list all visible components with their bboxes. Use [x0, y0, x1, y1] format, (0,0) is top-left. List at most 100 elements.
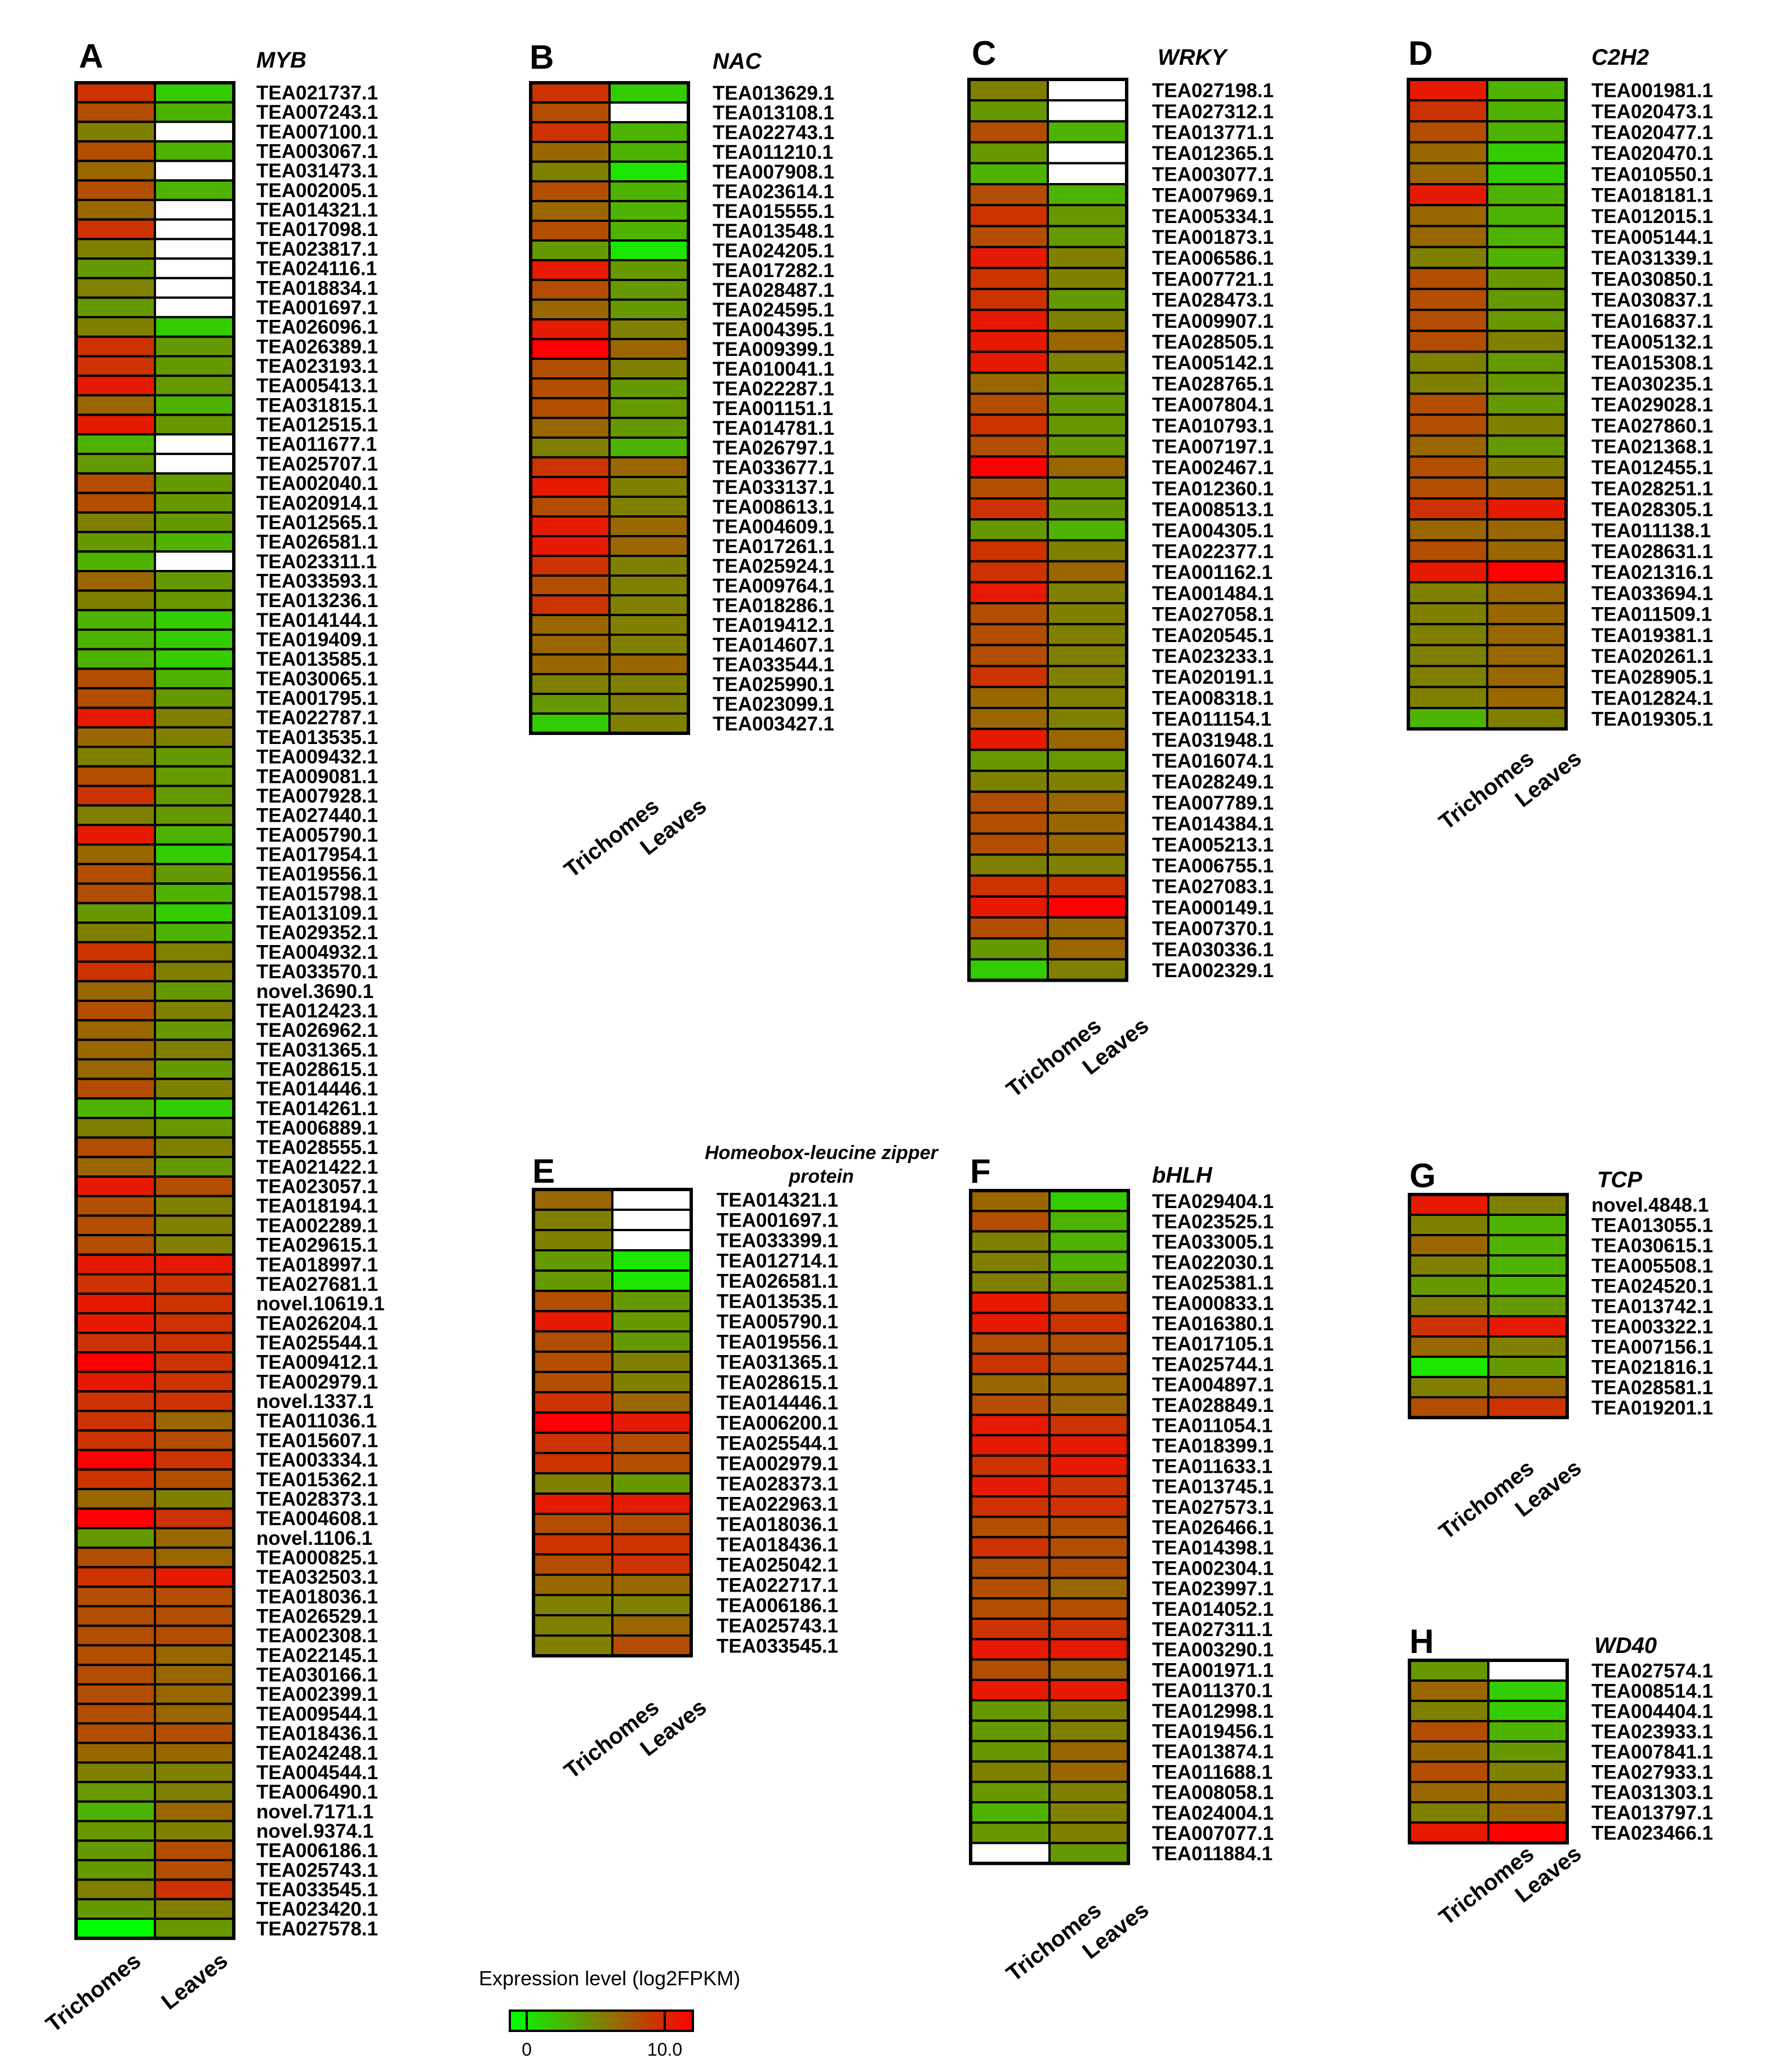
panel-a-cell-trichomes — [75, 355, 156, 377]
panel-c-cell-trichomes — [968, 455, 1049, 479]
panel-c-cell-trichomes — [968, 162, 1049, 185]
panel-d-cell-leaves — [1486, 602, 1567, 626]
panel-e-cell-leaves — [611, 1229, 692, 1251]
panel-a-cell-trichomes — [75, 1039, 156, 1060]
panel-a-gene-label: TEA013535.1 — [256, 727, 378, 748]
panel-d-cell-leaves — [1486, 581, 1567, 605]
panel-a-cell-leaves — [154, 1839, 235, 1861]
panel-c-gene-label: TEA030336.1 — [1152, 939, 1274, 961]
panel-a-gene-label: novel.10619.1 — [256, 1293, 385, 1315]
panel-a-gene-label: novel.1106.1 — [256, 1527, 372, 1549]
panel-b-cell-trichomes — [530, 496, 611, 518]
panel-f-gene-label: TEA011884.1 — [1152, 1843, 1273, 1865]
panel-a-cell-leaves — [154, 863, 235, 885]
panel-f-cell-leaves — [1048, 1454, 1129, 1477]
panel-f-gene-label: TEA017105.1 — [1152, 1333, 1274, 1355]
panel-b-cell-trichomes — [530, 436, 611, 458]
panel-f-cell-leaves — [1048, 1352, 1129, 1375]
panel-b-gene-label: TEA025990.1 — [713, 674, 834, 696]
panel-c-gene-label: TEA001873.1 — [1152, 226, 1274, 248]
panel-e-cell-leaves — [611, 1472, 692, 1495]
panel-e-cell-leaves — [611, 1452, 692, 1474]
panel-d-cell-leaves — [1486, 371, 1567, 395]
panel-a-cell-trichomes — [75, 1117, 156, 1139]
panel-a-cell-leaves — [154, 277, 235, 299]
panel-f-cell-leaves — [1048, 1210, 1129, 1233]
panel-a-cell-leaves — [154, 1585, 235, 1608]
panel-c-gene-label: TEA027312.1 — [1152, 101, 1274, 123]
panel-f-gene-label: TEA000833.1 — [1152, 1293, 1274, 1315]
panel-b-cell-leaves — [608, 594, 690, 616]
panel-a-cell-trichomes — [75, 785, 156, 807]
panel-b-cell-trichomes — [530, 653, 611, 675]
panel-a-gene-label: TEA027681.1 — [256, 1273, 378, 1295]
panel-d-gene-label: TEA016837.1 — [1591, 310, 1713, 332]
panel-d-gene-label: TEA020477.1 — [1591, 122, 1713, 144]
panel-e-cell-leaves — [611, 1513, 692, 1535]
panel-e-cell-trichomes — [532, 1513, 613, 1535]
panel-h-gene-label: TEA008514.1 — [1591, 1681, 1713, 1703]
panel-d-gene-label: TEA020261.1 — [1591, 645, 1713, 667]
panel-a-cell-leaves — [154, 1156, 235, 1178]
panel-f-cell-leaves — [1048, 1740, 1129, 1763]
panel-a-cell-leaves — [154, 1019, 235, 1041]
panel-a-gene-label: TEA002289.1 — [256, 1215, 378, 1237]
panel-a-cell-trichomes — [75, 746, 156, 768]
panel-a-gene-label: TEA007100.1 — [256, 121, 378, 143]
panel-e-cell-leaves — [611, 1411, 692, 1434]
panel-f-gene-label: TEA008058.1 — [1152, 1782, 1274, 1804]
panel-a-gene-label: TEA013585.1 — [256, 648, 378, 670]
legend-title: Expression level (log2FPKM) — [479, 1967, 740, 1990]
panel-a-cell-leaves — [154, 1429, 235, 1451]
panel-a-cell-trichomes — [75, 218, 156, 240]
panel-e-gene-label: TEA025743.1 — [717, 1615, 838, 1637]
panel-d-cell-leaves — [1486, 665, 1567, 688]
panel-c-cell-trichomes — [968, 560, 1049, 583]
panel-a-gene-label: TEA007243.1 — [256, 101, 378, 123]
panel-a-cell-leaves — [154, 1410, 235, 1432]
panel-g-gene-label: TEA030615.1 — [1591, 1235, 1713, 1257]
panel-a-cell-trichomes — [75, 1585, 156, 1608]
panel-g-cell-trichomes — [1408, 1275, 1489, 1297]
panel-a-cell-trichomes — [75, 1859, 156, 1881]
panel-c-gene-label: TEA005334.1 — [1152, 206, 1274, 228]
panel-f-cell-trichomes — [970, 1352, 1051, 1375]
panel-f-cell-trichomes — [970, 1536, 1051, 1559]
panel-d-cell-trichomes — [1407, 288, 1488, 311]
panel-d-gene-label: TEA031339.1 — [1591, 247, 1713, 269]
panel-d-gene-label: TEA012015.1 — [1591, 206, 1713, 228]
panel-c-gene-label: TEA007969.1 — [1152, 185, 1274, 207]
panel-a-cell-trichomes — [75, 511, 156, 533]
panel-d-cell-trichomes — [1407, 183, 1488, 207]
panel-a-gene-label: TEA026204.1 — [256, 1312, 378, 1334]
panel-a-gene-label: TEA002308.1 — [256, 1625, 378, 1647]
panel-f-cell-leaves — [1048, 1719, 1129, 1743]
panel-a-cell-leaves — [154, 1273, 235, 1295]
panel-c-cell-trichomes — [968, 665, 1049, 688]
panel-a-cell-leaves — [154, 823, 235, 846]
panel-g-gene-label: TEA024520.1 — [1591, 1276, 1713, 1298]
panel-e-gene-label: TEA033545.1 — [717, 1636, 838, 1657]
panel-d-cell-leaves — [1486, 476, 1567, 500]
panel-a-cell-leaves — [154, 1136, 235, 1158]
panel-f-cell-trichomes — [970, 1189, 1051, 1213]
panel-a-gene-label: TEA014321.1 — [256, 199, 378, 221]
panel-f-cell-leaves — [1048, 1801, 1129, 1824]
panel-a-gene-label: TEA027578.1 — [256, 1918, 378, 1940]
panel-b-gene-label: TEA019412.1 — [713, 614, 834, 636]
panel-f-cell-trichomes — [970, 1719, 1051, 1743]
panel-a-cell-trichomes — [75, 492, 156, 514]
panel-d-gene-label: TEA010550.1 — [1591, 163, 1713, 185]
panel-c-cell-trichomes — [968, 204, 1049, 228]
panel-h-cell-trichomes — [1408, 1821, 1489, 1844]
panel-c-cell-trichomes — [968, 895, 1049, 919]
panel-a-cell-trichomes — [75, 804, 156, 826]
panel-a-cell-leaves — [154, 843, 235, 866]
panel-a-gene-label: TEA022787.1 — [256, 707, 378, 729]
panel-h-cell-leaves — [1487, 1659, 1568, 1682]
panel-a-gene-label: TEA023057.1 — [256, 1176, 378, 1198]
panel-c-cell-leaves — [1047, 120, 1128, 144]
panel-c-cell-trichomes — [968, 916, 1049, 940]
panel-d-cell-trichomes — [1407, 120, 1488, 144]
panel-c-gene-label: TEA027058.1 — [1152, 604, 1274, 626]
